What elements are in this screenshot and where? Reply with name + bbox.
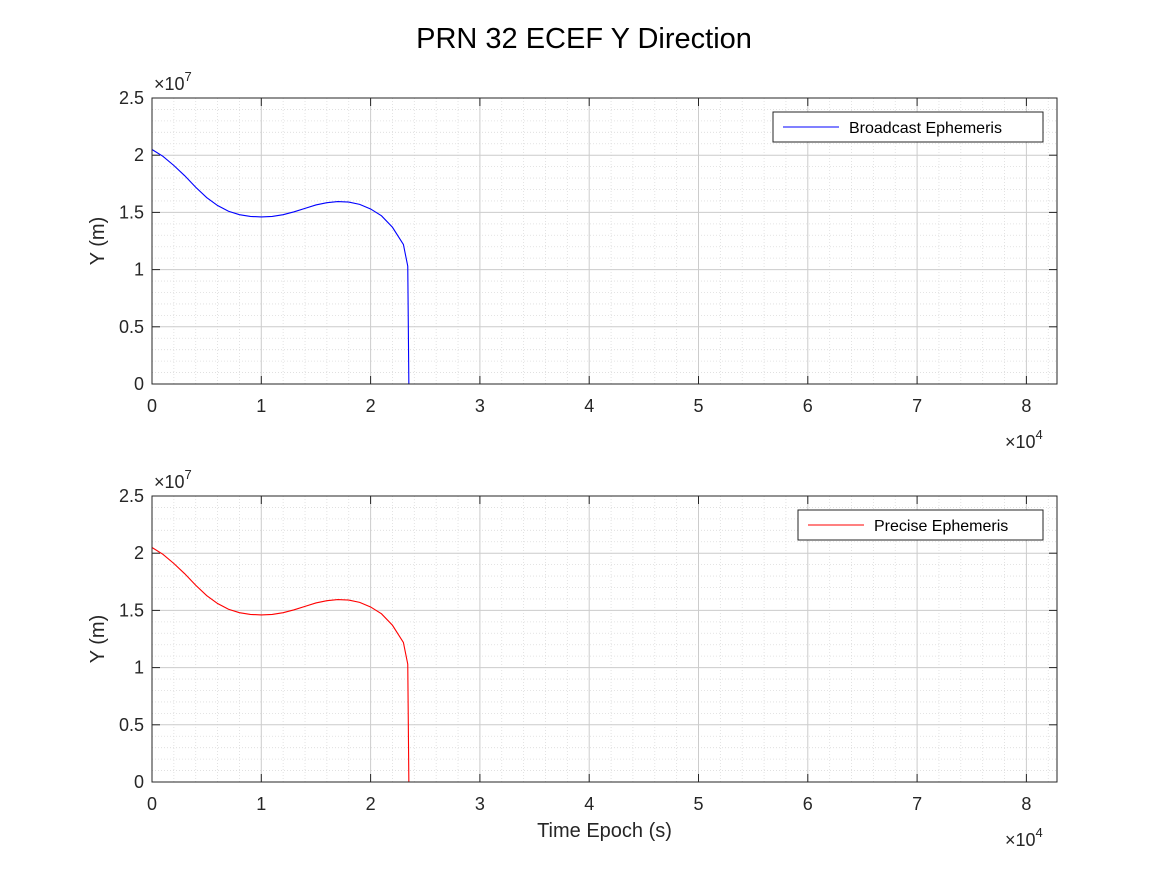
legend-label: Precise Ephemeris [874, 518, 1008, 535]
legend-label: Broadcast Ephemeris [849, 120, 1002, 137]
y-exponent-label: ×107 [154, 467, 192, 492]
top-subplot: 0 1 2 3 4 5 6 7 8 0 0.5 1 1.5 2 2.5 ×107 ×104 Y (m) Broadc… [87, 69, 1058, 452]
x-tick-label: 3 [475, 396, 485, 416]
x-tick-label: 2 [366, 794, 376, 814]
legend: Broadcast Ephemeris [772, 111, 1044, 143]
x-tick-label: 7 [912, 794, 922, 814]
y-tick-label: 1 [134, 658, 144, 678]
figure-title: PRN 32 ECEF Y Direction [416, 23, 752, 55]
x-tick-label: 8 [1021, 794, 1031, 814]
bottom-subplot: 0 1 2 3 4 5 6 7 8 0 0.5 1 1.5 2 2.5 ×107 ×104 Y (m) Time E… [87, 467, 1058, 850]
x-tick-label: 4 [584, 396, 594, 416]
x-tick-label: 1 [256, 794, 266, 814]
tick-marks [151, 495, 1057, 783]
x-tick-label: 8 [1021, 396, 1031, 416]
x-tick-label: 0 [147, 396, 157, 416]
y-tick-label: 2 [134, 145, 144, 165]
legend: Precise Ephemeris [797, 509, 1044, 541]
y-tick-label: 2.5 [119, 486, 144, 506]
y-tick-label: 0.5 [119, 715, 144, 735]
y-tick-label: 2 [134, 543, 144, 563]
y-tick-label: 1 [134, 260, 144, 280]
y-tick-label: 0 [134, 374, 144, 394]
x-axis-label: Time Epoch (s) [537, 820, 672, 842]
minor-grid [152, 98, 1057, 384]
x-tick-label: 5 [693, 794, 703, 814]
minor-grid [152, 496, 1057, 782]
x-exponent-label: ×104 [1005, 825, 1043, 850]
y-axis-label: Y (m) [87, 217, 109, 266]
axes-frame [151, 495, 1058, 783]
x-tick-label: 6 [803, 396, 813, 416]
y-tick-label: 1.5 [119, 600, 144, 620]
y-tick-label: 2.5 [119, 88, 144, 108]
x-tick-label: 7 [912, 396, 922, 416]
x-tick-label: 6 [803, 794, 813, 814]
plot-area [152, 496, 1057, 782]
y-tick-label: 1.5 [119, 202, 144, 222]
x-exponent-label: ×104 [1005, 427, 1043, 452]
legend-box [797, 509, 1044, 541]
x-tick-label: 3 [475, 794, 485, 814]
x-tick-label: 1 [256, 396, 266, 416]
x-tick-label: 0 [147, 794, 157, 814]
y-tick-label: 0 [134, 772, 144, 792]
y-axis-label: Y (m) [87, 615, 109, 664]
y-exponent-label: ×107 [154, 69, 192, 94]
y-tick-label: 0.5 [119, 317, 144, 337]
axes-frame [151, 97, 1058, 385]
plot-area [152, 98, 1057, 384]
x-tick-label: 2 [366, 396, 376, 416]
x-tick-label: 5 [693, 396, 703, 416]
x-tick-label: 4 [584, 794, 594, 814]
